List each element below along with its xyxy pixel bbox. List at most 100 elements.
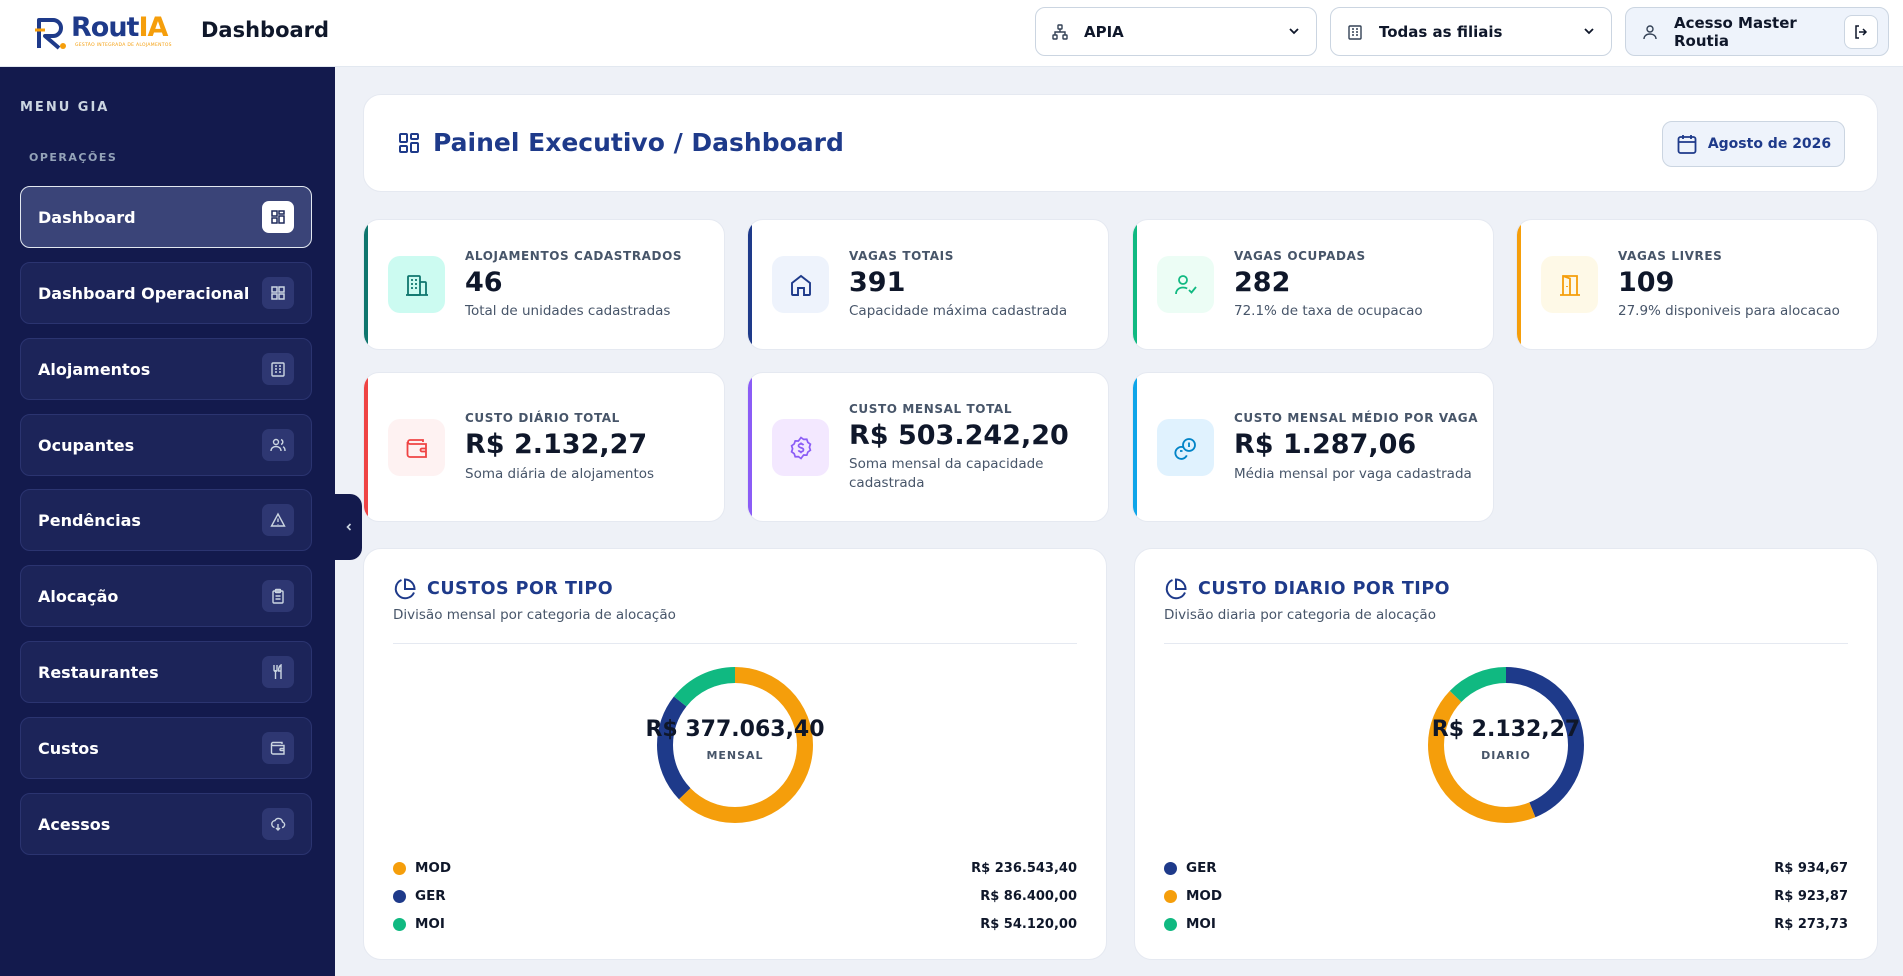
users-icon (262, 429, 294, 461)
sidebar-item-label: Alocação (38, 586, 119, 606)
kpi-custo-mensal-medio-por-vaga: CUSTO MENSAL MÉDIO POR VAGA R$ 1.287,06 … (1132, 372, 1494, 522)
kpi-subtitle: Capacidade máxima cadastrada (849, 303, 1068, 320)
kpi-subtitle: 27.9% disponiveis para alocacao (1618, 303, 1840, 320)
legend-item: MOI R$ 54.120,00 (393, 910, 1077, 938)
user-account[interactable]: Acesso Master Routia (1625, 7, 1889, 56)
sidebar-item-alojamentos[interactable]: Alojamentos (20, 338, 312, 400)
sidebar-item-label: Alojamentos (38, 359, 151, 379)
chevron-down-icon (1288, 23, 1300, 41)
kpi-value: 282 (1234, 266, 1291, 298)
sidebar-item-acessos[interactable]: Acessos (20, 793, 312, 855)
sidebar-item-pendencias[interactable]: Pendências (20, 489, 312, 551)
donut-slice-mod[interactable] (1428, 667, 1584, 823)
kpi-value: 391 (849, 266, 906, 298)
kpi-value: 46 (465, 266, 503, 298)
panel-title: Painel Executivo / Dashboard (397, 128, 844, 157)
clipboard-icon (262, 580, 294, 612)
sidebar-item-label: Custos (38, 738, 99, 758)
routia-logo[interactable]: RoutIA GESTÃO INTEGRADA DE ALOJAMENTOS (33, 12, 183, 52)
legend-label: MOI (415, 916, 445, 932)
legend-item: MOD R$ 923,87 (1164, 882, 1848, 910)
legend-dot (1164, 861, 1177, 875)
logo-wordmark: RoutIA (71, 12, 168, 43)
legend-label: MOD (415, 860, 452, 876)
sidebar-item-label: Pendências (38, 510, 141, 530)
menu-section-label: OPERAÇÕES (29, 151, 118, 164)
kpi-subtitle: Soma mensal da capacidade cadastrada (849, 456, 1044, 491)
page-title: Dashboard (201, 18, 330, 42)
legend-value: R$ 236.543,40 (971, 860, 1077, 876)
chart-legend: MOD R$ 236.543,40 GER R$ 86.400,00 MOI R… (393, 854, 1077, 938)
kpi-accent-stripe (748, 373, 752, 521)
sidebar-item-dashboard[interactable]: Dashboard (20, 186, 312, 248)
month-label: Agosto de 2026 (1707, 136, 1832, 152)
utensils-icon (262, 656, 294, 688)
sidebar-item-dashboard-operacional[interactable]: Dashboard Operacional (20, 262, 312, 324)
dashboard-grid-icon (397, 130, 423, 156)
donut-slice-ger[interactable] (657, 667, 813, 823)
kpi-custo-mensal-total: CUSTO MENSAL TOTAL R$ 503.242,20 Soma me… (747, 372, 1109, 522)
legend-label: MOD (1186, 888, 1223, 904)
month-picker-button[interactable]: Agosto de 2026 (1662, 121, 1845, 167)
panel-title-text: Painel Executivo / Dashboard (433, 128, 844, 157)
kpi-accent-stripe (364, 373, 368, 521)
kpi-label: CUSTO DIÁRIO TOTAL (465, 411, 620, 426)
kpi-accent-stripe (748, 220, 752, 349)
donut-center-value: R$ 377.063,40 (645, 717, 825, 742)
sidebar-item-custos[interactable]: Custos (20, 717, 312, 779)
card-title-text: CUSTOS POR TIPO (427, 579, 614, 599)
legend-label: MOI (1186, 916, 1216, 932)
sidebar-item-label: Dashboard (38, 207, 136, 227)
dollar-badge-icon (772, 419, 829, 476)
donut-chart: R$ 377.063,40 MENSAL (645, 665, 825, 825)
legend-dot (393, 861, 406, 875)
chevron-down-icon (1583, 23, 1595, 41)
logout-button[interactable] (1844, 14, 1878, 49)
pie-chart-icon (1164, 577, 1188, 601)
kpi-vagas-totais: VAGAS TOTAIS 391 Capacidade máxima cadas… (747, 219, 1109, 350)
chart-legend: GER R$ 934,67 MOD R$ 923,87 MOI R$ 273,7… (1164, 854, 1848, 938)
kpi-accent-stripe (1133, 373, 1137, 521)
card-custos-por-tipo: CUSTOS POR TIPO Divisão mensal por categ… (363, 548, 1107, 960)
wallet-icon (262, 732, 294, 764)
sidebar-item-label: Ocupantes (38, 435, 135, 455)
kpi-value: R$ 1.287,06 (1234, 429, 1417, 461)
legend-value: R$ 273,73 (1774, 916, 1848, 932)
legend-item: GER R$ 86.400,00 (393, 882, 1077, 910)
top-bar: RoutIA GESTÃO INTEGRADA DE ALOJAMENTOS D… (0, 0, 1903, 67)
branch-selector-value: Todas as filiais (1379, 22, 1503, 41)
cloud-download-icon (262, 808, 294, 840)
legend-item: MOD R$ 236.543,40 (393, 854, 1077, 882)
donut-chart: R$ 2.132,27 DIARIO (1426, 665, 1586, 825)
sidebar-item-label: Acessos (38, 814, 111, 834)
kpi-label: CUSTO MENSAL MÉDIO POR VAGA (1234, 411, 1479, 426)
card-divider (393, 643, 1077, 644)
user-check-icon (1157, 256, 1214, 313)
legend-value: R$ 54.120,00 (980, 916, 1077, 932)
sidebar-item-ocupantes[interactable]: Ocupantes (20, 414, 312, 476)
donut-chart-svg (657, 667, 813, 823)
card-subtitle: Divisão diaria por categoria de alocação (1164, 607, 1436, 623)
kpi-subtitle: Soma diária de alojamentos (465, 465, 655, 482)
kpi-custo-diario-total: CUSTO DIÁRIO TOTAL R$ 2.132,27 Soma diár… (363, 372, 725, 522)
card-divider (1164, 643, 1848, 644)
chevron-left-icon (345, 523, 351, 531)
kpi-accent-stripe (1133, 220, 1137, 349)
sidebar-collapse-button[interactable] (335, 494, 362, 560)
dashboard-grid-icon (262, 201, 294, 233)
branch-selector[interactable]: Todas as filiais (1330, 7, 1612, 56)
donut-center-caption: DIARIO (1481, 749, 1531, 762)
kpi-value: 109 (1618, 266, 1675, 298)
legend-label: GER (415, 888, 446, 904)
legend-value: R$ 934,67 (1774, 860, 1848, 876)
kpi-accent-stripe (364, 220, 368, 349)
donut-slice-moi[interactable] (1428, 667, 1584, 823)
sidebar-item-restaurantes[interactable]: Restaurantes (20, 641, 312, 703)
donut-slice-moi[interactable] (657, 667, 813, 823)
legend-dot (1164, 889, 1177, 903)
sidebar-item-alocacao[interactable]: Alocação (20, 565, 312, 627)
company-selector[interactable]: APIA (1035, 7, 1317, 56)
kpi-alojamentos-cadastrados: ALOJAMENTOS CADASTRADOS 46 Total de unid… (363, 219, 725, 350)
card-custo-diario-por-tipo: CUSTO DIARIO POR TIPO Divisão diaria por… (1134, 548, 1878, 960)
kpi-subtitle: Total de unidades cadastradas (465, 303, 671, 320)
